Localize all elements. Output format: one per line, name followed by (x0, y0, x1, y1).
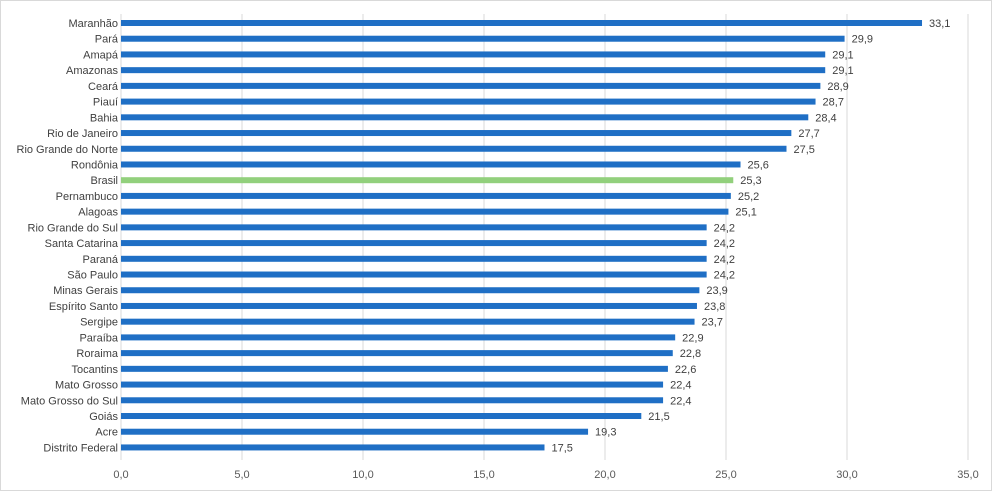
category-label: Acre (95, 427, 118, 439)
category-label: Rio Grande do Norte (17, 144, 119, 156)
value-labels: 33,1 29,9 29,1 29,1 28,9 28,7 28,4 27,7 27,5 25,6… (552, 18, 951, 454)
value-label: 24,2 (714, 254, 735, 266)
value-label: 23,7 (702, 317, 723, 329)
category-label: Sergipe (80, 317, 118, 329)
value-label: 28,9 (827, 81, 848, 93)
bar (121, 350, 673, 357)
category-label: São Paulo (67, 270, 118, 282)
category-label: Paraná (83, 254, 119, 266)
value-label: 29,1 (832, 65, 853, 77)
bar (121, 271, 707, 278)
category-label: Pernambuco (56, 191, 118, 203)
category-label: Brasil (90, 175, 118, 187)
bar (121, 413, 642, 419)
value-label: 25,6 (748, 159, 769, 171)
bars (121, 20, 923, 451)
category-label: Amapá (83, 49, 119, 61)
x-tick-label: 10,0 (352, 469, 373, 481)
bar (121, 192, 731, 199)
bar (121, 302, 697, 309)
category-label: Piauí (93, 97, 118, 109)
bar (121, 35, 845, 42)
value-label: 24,2 (714, 238, 735, 250)
category-label: Bahia (90, 112, 119, 124)
category-label: Roraima (76, 348, 118, 360)
bar (121, 130, 792, 137)
value-label: 22,9 (682, 332, 703, 344)
category-label: Mato Grosso do Sul (21, 395, 118, 407)
value-label: 22,6 (675, 364, 696, 376)
value-label: 28,4 (815, 112, 836, 124)
bar (121, 287, 700, 294)
value-label: 22,4 (670, 395, 691, 407)
x-tick-label: 20,0 (594, 469, 615, 481)
category-label: Espírito Santo (49, 301, 118, 313)
category-label: Tocantins (72, 364, 119, 376)
category-label: Pará (95, 34, 119, 46)
value-label: 29,9 (852, 34, 873, 46)
value-label: 25,1 (735, 207, 756, 219)
category-label: Maranhão (68, 18, 118, 30)
x-tick-label: 15,0 (473, 469, 494, 481)
bar (121, 397, 664, 404)
x-tick-label: 5,0 (234, 469, 249, 481)
bar (121, 51, 826, 58)
bar-highlight (121, 177, 734, 184)
x-axis-ticks: 0,0 5,0 10,0 15,0 20,0 25,0 30,0 35,0 (113, 469, 978, 481)
category-label: Alagoas (78, 207, 118, 219)
x-tick-label: 25,0 (715, 469, 736, 481)
bar (121, 240, 707, 247)
x-tick-label: 35,0 (957, 469, 978, 481)
bar (121, 145, 787, 152)
bar (121, 444, 545, 451)
value-label: 21,5 (648, 411, 669, 423)
category-label: Paraíba (79, 332, 118, 344)
bar (121, 381, 664, 388)
category-label: Rio de Janeiro (47, 128, 118, 140)
category-labels: Maranhão Pará Amapá Amazonas Ceará Piauí Bahia… (17, 18, 119, 454)
value-label: 28,7 (823, 97, 844, 109)
value-label: 27,5 (794, 144, 815, 156)
bar (121, 161, 741, 168)
value-label: 25,2 (738, 191, 759, 203)
bar (121, 67, 826, 74)
value-label: 22,4 (670, 380, 691, 392)
bar (121, 224, 707, 231)
bar (121, 20, 923, 26)
bar (121, 255, 707, 262)
value-label: 24,2 (714, 270, 735, 282)
value-label: 25,3 (740, 175, 761, 187)
value-label: 23,8 (704, 301, 725, 313)
category-label: Rondônia (71, 159, 119, 171)
x-tick-label: 0,0 (113, 469, 128, 481)
bar (121, 98, 816, 105)
bar (121, 428, 589, 435)
value-label: 17,5 (552, 442, 573, 454)
category-label: Santa Catarina (45, 238, 119, 250)
category-label: Distrito Federal (43, 442, 118, 454)
category-label: Rio Grande do Sul (28, 222, 119, 234)
value-label: 33,1 (929, 18, 950, 30)
value-label: 27,7 (798, 128, 819, 140)
category-label: Minas Gerais (53, 285, 118, 297)
value-label: 23,9 (706, 285, 727, 297)
bar (121, 208, 729, 215)
value-label: 22,8 (680, 348, 701, 360)
bar (121, 318, 695, 325)
value-label: 29,1 (832, 49, 853, 61)
category-label: Goiás (89, 411, 118, 423)
bar (121, 334, 676, 341)
value-label: 24,2 (714, 222, 735, 234)
x-tick-label: 30,0 (836, 469, 857, 481)
bar (121, 365, 668, 372)
category-label: Amazonas (66, 65, 118, 77)
bar (121, 82, 821, 89)
value-label: 19,3 (595, 427, 616, 439)
bar (121, 114, 809, 121)
category-label: Mato Grosso (55, 380, 118, 392)
category-label: Ceará (88, 81, 119, 93)
